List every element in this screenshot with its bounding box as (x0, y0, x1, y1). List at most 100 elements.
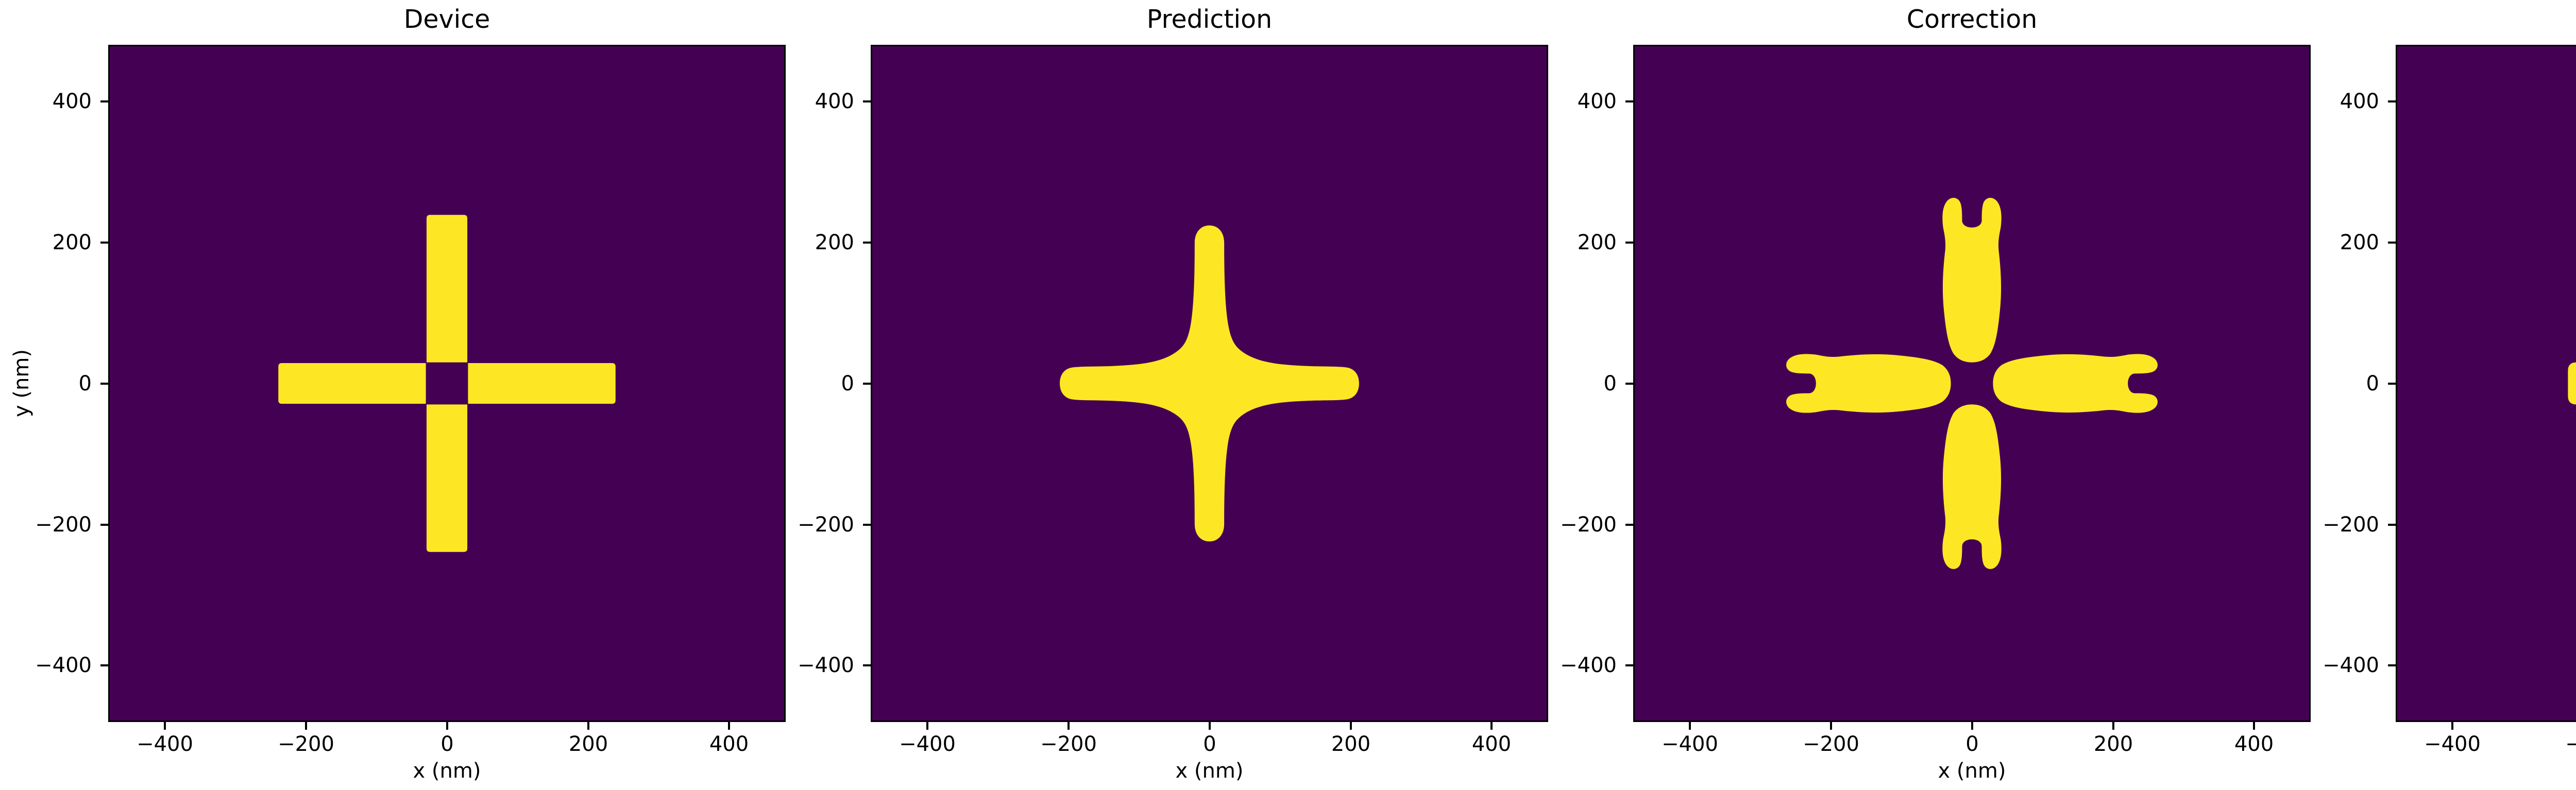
x-tick-label: 0 (1965, 732, 1979, 756)
axes-prediction (871, 45, 1548, 722)
prediction-cross-shape (1060, 225, 1359, 542)
y-tick-label: 400 (815, 90, 854, 113)
x-tick-mark (164, 722, 166, 730)
y-tick-label: −200 (1560, 513, 1617, 537)
y-tick-label: −400 (35, 654, 92, 677)
correction-heatmap-image (1635, 46, 2309, 720)
x-tick-label: 200 (2093, 732, 2133, 756)
subplot-correction: Correction −400 −200 0 200 400 400 200 0… (1560, 0, 2311, 790)
y-tick-mark (1625, 100, 1633, 102)
x-tick-label: −400 (899, 732, 956, 756)
x-tick-label: 0 (440, 732, 454, 756)
y-tick-mark (2388, 100, 2396, 102)
x-tick-label: −200 (1803, 732, 1859, 756)
x-tick-mark (1971, 722, 1973, 730)
device-heatmap-image (110, 46, 784, 720)
x-axis-label: x (nm) (1175, 759, 1244, 783)
x-tick-label: −200 (2565, 732, 2576, 756)
y-tick-mark (100, 383, 108, 385)
subplot-title-device: Device (403, 5, 490, 34)
y-tick-label: 0 (1603, 372, 1617, 396)
x-tick-label: −400 (137, 732, 193, 756)
y-tick-label: 200 (1577, 231, 1617, 254)
y-tick-mark (863, 664, 871, 666)
y-tick-mark (100, 664, 108, 666)
x-tick-label: 400 (2234, 732, 2274, 756)
y-tick-mark (863, 383, 871, 385)
y-tick-label: 0 (2366, 372, 2379, 396)
y-tick-mark (1625, 524, 1633, 526)
y-tick-label: 400 (1577, 90, 1617, 113)
y-tick-mark (100, 524, 108, 526)
prediction-heatmap-image (872, 46, 1547, 720)
x-tick-mark (926, 722, 928, 730)
x-tick-mark (587, 722, 589, 730)
y-tick-mark (2388, 383, 2396, 385)
correction-cross-shape (1786, 198, 2158, 569)
y-tick-mark (1625, 242, 1633, 244)
axes-device (108, 45, 786, 722)
y-tick-label: 200 (52, 231, 92, 254)
y-tick-mark (2388, 524, 2396, 526)
outcome-cross-shape (2568, 362, 2576, 405)
x-axis-label: x (nm) (1938, 759, 2006, 783)
image-background (110, 46, 784, 720)
x-tick-mark (2253, 722, 2255, 730)
x-tick-mark (1350, 722, 1352, 730)
x-tick-label: 200 (1331, 732, 1371, 756)
y-tick-label: −200 (798, 513, 854, 537)
y-tick-mark (2388, 242, 2396, 244)
y-axis-label: y (nm) (10, 349, 33, 417)
y-tick-label: −200 (2323, 513, 2379, 537)
y-tick-mark (863, 524, 871, 526)
subplot-prediction: Prediction −400 −200 0 200 400 400 200 0… (798, 0, 1548, 790)
y-tick-label: 200 (815, 231, 854, 254)
subplot-device: Device −400 −200 0 200 400 400 200 0 −20… (10, 0, 786, 790)
x-tick-mark (2112, 722, 2114, 730)
outcome-heatmap-image (2397, 46, 2576, 720)
x-axis-label: x (nm) (2396, 758, 2576, 784)
x-tick-label: −200 (278, 732, 334, 756)
axes-outcome (2396, 45, 2576, 722)
y-tick-label: 400 (52, 90, 92, 113)
x-axis-label: x (nm) (413, 759, 481, 783)
y-tick-label: −400 (798, 654, 854, 677)
x-tick-label: 0 (1203, 732, 1216, 756)
y-tick-label: 0 (841, 372, 854, 396)
y-tick-label: −200 (35, 513, 92, 537)
x-tick-label: −400 (2424, 732, 2481, 756)
x-tick-mark (1209, 722, 1211, 730)
x-tick-mark (1830, 722, 1832, 730)
subplot-title-prediction: Prediction (1146, 5, 1273, 34)
x-tick-label: 200 (568, 732, 608, 756)
y-tick-mark (863, 100, 871, 102)
y-tick-mark (1625, 664, 1633, 666)
y-tick-mark (100, 242, 108, 244)
subplot-outcome: Outcome −400 −200 0 200 400 400 200 0 −2… (2323, 0, 2576, 790)
x-tick-mark (1067, 722, 1070, 730)
x-tick-mark (1490, 722, 1493, 730)
y-tick-mark (863, 242, 871, 244)
x-tick-label: 400 (709, 732, 749, 756)
x-tick-label: −200 (1040, 732, 1097, 756)
x-tick-mark (2451, 722, 2453, 730)
y-tick-mark (2388, 664, 2396, 666)
x-tick-mark (446, 722, 448, 730)
x-tick-mark (728, 722, 730, 730)
axes-correction (1633, 45, 2311, 722)
x-tick-mark (1689, 722, 1691, 730)
x-tick-label: −400 (1662, 732, 1718, 756)
y-tick-label: −400 (1560, 654, 1617, 677)
y-tick-label: 400 (2340, 90, 2379, 113)
y-tick-mark (1625, 383, 1633, 385)
subplot-title-outcome: Outcome (2396, 4, 2576, 35)
y-tick-label: 0 (78, 372, 92, 396)
y-tick-mark (100, 100, 108, 102)
subplot-title-correction: Correction (1906, 5, 2038, 34)
image-background (1635, 46, 2309, 720)
image-background (2397, 46, 2576, 720)
x-tick-mark (305, 722, 307, 730)
y-tick-label: 200 (2340, 231, 2379, 254)
x-tick-label: 400 (1471, 732, 1512, 756)
y-tick-label: −400 (2323, 654, 2379, 677)
